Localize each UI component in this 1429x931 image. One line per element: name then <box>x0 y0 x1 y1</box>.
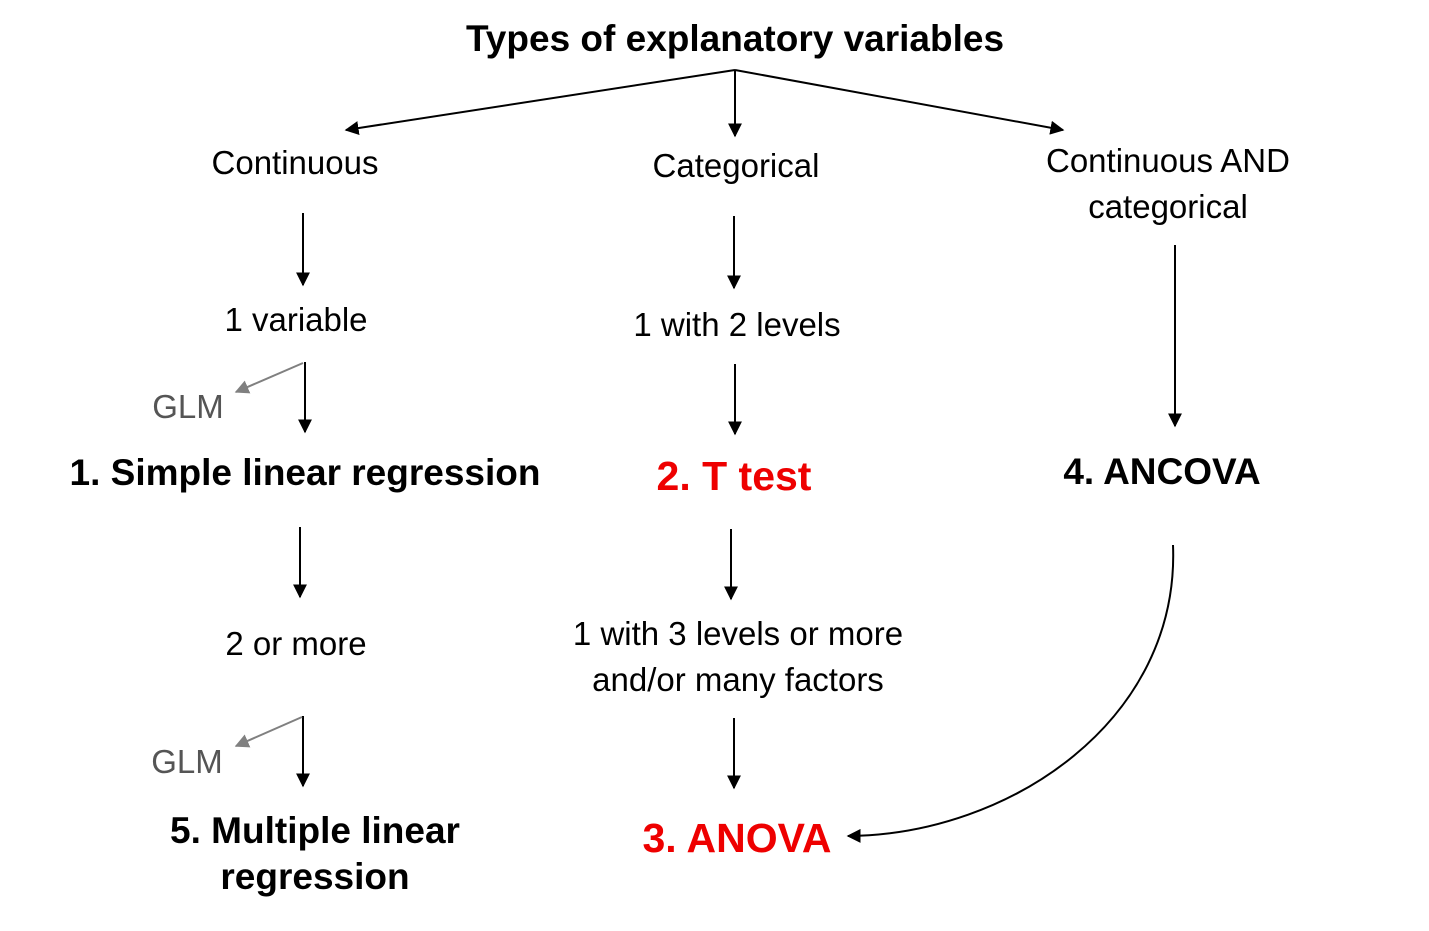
arrow-glm-2 <box>234 716 303 748</box>
node-multiple-linear-regression: 5. Multiple linear regression <box>170 810 460 897</box>
node-continuous-and-categorical: Continuous AND categorical <box>1046 142 1290 225</box>
glm-label-1: GLM <box>152 388 224 425</box>
node-continuous: Continuous <box>211 144 379 181</box>
diagram-title: Types of explanatory variables <box>465 18 1005 59</box>
node-t-test: 2. T test <box>656 453 812 499</box>
glm-label-2: GLM <box>151 743 223 780</box>
node-anova: 3. ANOVA <box>642 815 832 861</box>
node-1-with-3-levels: 1 with 3 levels or more and/or many fact… <box>572 615 904 698</box>
node-simple-linear-regression: 1. Simple linear regression <box>69 452 541 493</box>
node-ancova: 4. ANCOVA <box>1063 451 1261 492</box>
node-2-or-more: 2 or more <box>225 625 367 662</box>
arrow-title-to-both <box>734 69 1065 135</box>
arrow-glm-1 <box>234 362 304 394</box>
arrow-title-to-continuous <box>344 69 736 135</box>
node-categorical: Categorical <box>652 147 820 184</box>
arrow-ancova-to-anova <box>846 544 1175 843</box>
node-1-variable: 1 variable <box>224 301 368 338</box>
node-1-with-2-levels: 1 with 2 levels <box>633 306 841 343</box>
